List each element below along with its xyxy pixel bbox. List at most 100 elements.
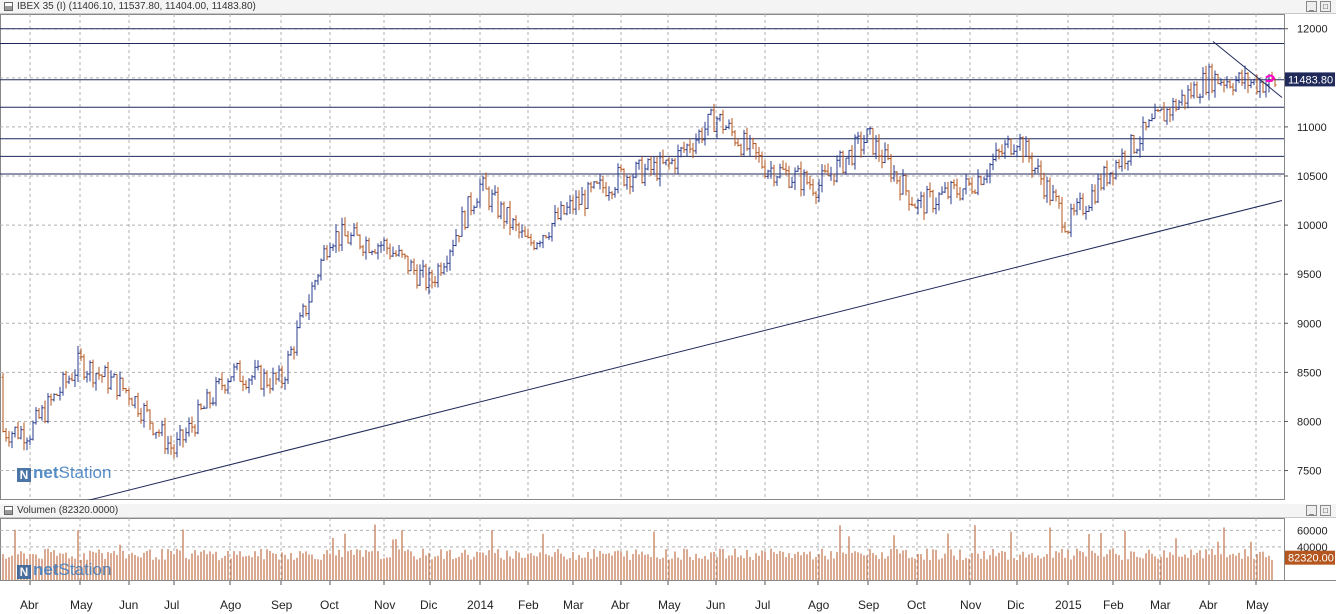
ohlc-bar [1219, 78, 1223, 86]
ohlc-bar [172, 444, 176, 459]
ohlc-bar [1087, 205, 1091, 213]
ohlc-bar [1045, 176, 1049, 203]
ohlc-bar [466, 196, 470, 229]
ohlc-bar [379, 241, 383, 253]
ohlc-bar [97, 366, 101, 380]
ohlc-bar [427, 267, 431, 295]
volume-last-label: 82320.00 [1288, 553, 1334, 565]
ohlc-bar [556, 207, 560, 220]
ohlc-bar [1249, 79, 1253, 89]
ohlc-bar [76, 346, 80, 383]
ohlc-bar [799, 161, 803, 197]
x-axis-label: Oct [320, 598, 339, 612]
ohlc-bar [985, 169, 989, 184]
ohlc-bar [103, 365, 107, 378]
ohlc-bar [673, 157, 677, 174]
ohlc-bar [1258, 77, 1262, 98]
ohlc-bar [937, 192, 941, 211]
ohlc-bar [229, 376, 233, 383]
ohlc-bar [658, 151, 662, 187]
ohlc-bar [961, 188, 965, 201]
ohlc-bar [988, 162, 992, 184]
ohlc-bar [727, 119, 731, 130]
ohlc-bar [28, 435, 32, 446]
ohlc-bar [715, 116, 719, 139]
ohlc-bar [118, 371, 122, 397]
ohlc-bar [241, 375, 245, 392]
ohlc-bar [52, 393, 56, 402]
ohlc-bar [139, 407, 143, 424]
ohlc-bar [289, 346, 293, 356]
netstation-badge-icon-volume: N [17, 565, 31, 579]
minimize-button[interactable]: _ [1306, 1, 1317, 12]
ohlc-bar [1147, 118, 1151, 128]
ohlc-bar [1165, 108, 1169, 125]
x-axis-label: May [70, 598, 93, 612]
price-pane-title: IBEX 35 (I) (11406.10, 11537.80, 11404.0… [17, 1, 256, 12]
ohlc-bar [553, 204, 557, 227]
trendline-support [87, 200, 1283, 500]
price-y-tick-label: 8500 [1297, 367, 1321, 379]
ohlc-bar [298, 312, 302, 329]
ohlc-bar [58, 386, 62, 401]
ohlc-bar [208, 391, 212, 409]
ohlc-bar [1084, 206, 1088, 220]
volume-minimize-button[interactable]: _ [1306, 505, 1317, 516]
maximize-button[interactable]: □ [1320, 1, 1331, 12]
ohlc-bar [883, 142, 887, 164]
ohlc-bar [589, 181, 593, 193]
ohlc-bar [667, 157, 671, 170]
ohlc-bar [538, 240, 542, 248]
x-axis-label: 2015 [1055, 598, 1082, 612]
price-chart[interactable]: 1200011500110001050010000950090008500800… [0, 14, 1336, 500]
ohlc-bar [157, 429, 161, 438]
volume-y-tick-label: 60000 [1297, 525, 1328, 537]
ohlc-bar [568, 195, 572, 215]
volume-maximize-button[interactable]: □ [1320, 505, 1331, 516]
ohlc-bar [22, 422, 26, 451]
ohlc-bar [1189, 82, 1193, 99]
ohlc-bar [82, 354, 86, 380]
ohlc-bar [265, 370, 269, 388]
ohlc-bar [226, 378, 230, 394]
ohlc-bar [1150, 113, 1154, 122]
ohlc-bar [1120, 148, 1124, 172]
ohlc-bar [310, 281, 314, 303]
ohlc-bar [766, 169, 770, 179]
ohlc-bar [580, 186, 584, 205]
ohlc-bar [721, 109, 725, 134]
ohlc-bar [238, 360, 242, 382]
ohlc-bar [460, 206, 464, 237]
ohlc-bar [193, 424, 197, 437]
ohlc-bar [934, 197, 938, 215]
ohlc-bar [1126, 160, 1130, 171]
price-plot-area [0, 14, 1285, 500]
ohlc-bar [1090, 184, 1094, 211]
ohlc-bar [88, 360, 92, 382]
ohlc-bar [457, 235, 461, 243]
ohlc-bar [1174, 98, 1178, 112]
ohlc-bar [976, 169, 980, 196]
ohlc-bar [214, 376, 218, 407]
ohlc-bar [136, 392, 140, 418]
ohlc-bar [544, 235, 548, 239]
ohlc-bar [763, 160, 767, 179]
ohlc-bar [880, 149, 884, 169]
ohlc-bar [835, 155, 839, 183]
ohlc-bar [472, 205, 476, 215]
ohlc-bar [280, 365, 284, 388]
ohlc-bar [148, 409, 152, 431]
ohlc-bar [1252, 78, 1256, 86]
x-axis-label: Nov [374, 598, 395, 612]
ohlc-bar [1222, 80, 1226, 93]
ohlc-bar [91, 359, 95, 388]
volume-window-icon [4, 506, 13, 515]
ohlc-bar [691, 142, 695, 159]
ohlc-bar [529, 233, 533, 246]
ohlc-bar [853, 134, 857, 170]
ohlc-bar [10, 431, 14, 449]
ohlc-bar [331, 243, 335, 251]
ohlc-bar [847, 149, 851, 166]
